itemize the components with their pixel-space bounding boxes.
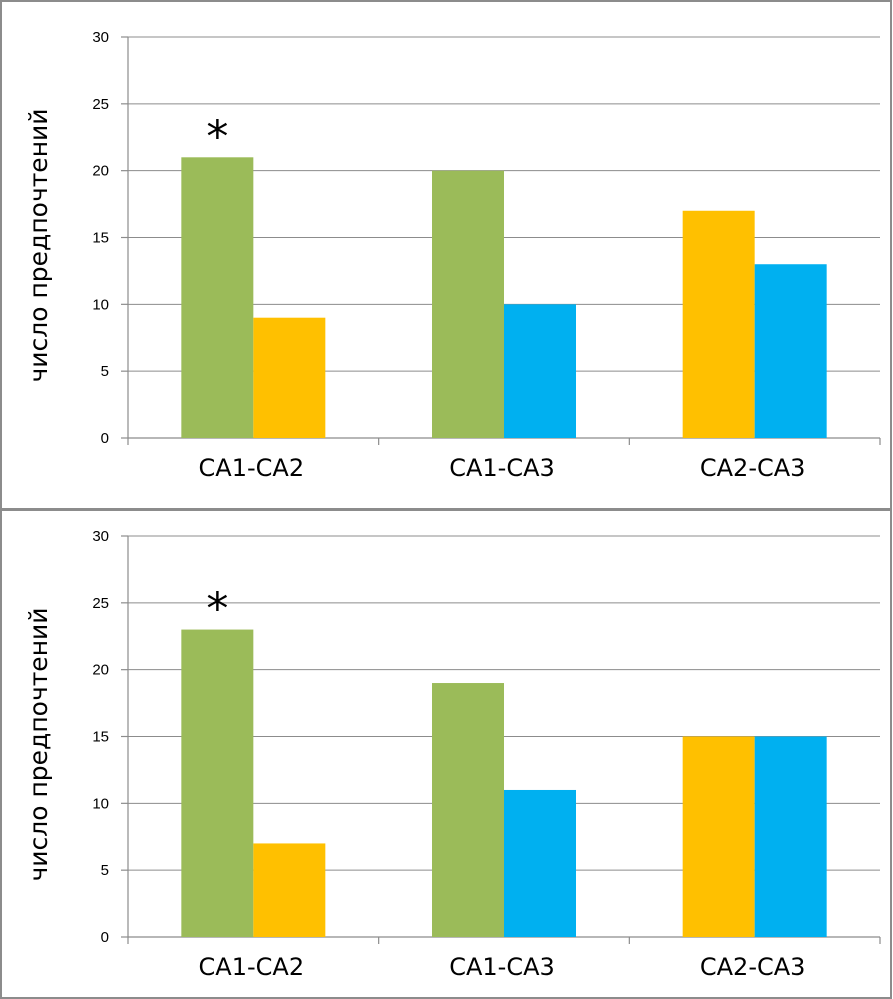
bar-CA1-CA2-CA1 — [181, 629, 254, 937]
bar-CA1-CA3-CA3 — [504, 304, 576, 438]
y-tick-label: 30 — [92, 528, 109, 545]
bar-CA1-CA2-CA2 — [253, 317, 326, 438]
chart-panel-1: 0 5 10 15 20 25 30 число предпочтений * CA1-CA2 CA… — [0, 0, 892, 510]
bar-CA2-CA3-CA3 — [754, 736, 827, 937]
y-tick-label: 25 — [92, 96, 109, 113]
y-tick-label: 10 — [92, 795, 109, 812]
x-tick-label: CA1-CA2 — [199, 953, 305, 981]
bar-CA1-CA2-CA1 — [181, 157, 254, 439]
x-tick-label: CA1-CA2 — [199, 454, 305, 482]
y-tick-label: 15 — [92, 230, 109, 247]
y-tick-label: 5 — [101, 363, 109, 380]
bar-CA2-CA3-CA2 — [682, 736, 755, 937]
bar-CA2-CA3-CA2 — [682, 210, 755, 438]
y-tick-label: 30 — [92, 29, 109, 46]
bar-CA1-CA3-CA1 — [432, 170, 504, 438]
y-tick-label: 10 — [92, 296, 109, 313]
chart-panel-2: 0 5 10 15 20 25 30 число предпочтений * CA1-CA2 CA… — [0, 509, 892, 999]
bar-CA1-CA2-CA2 — [253, 843, 326, 937]
significance-marker: * — [206, 584, 228, 635]
x-tick-label: CA1-CA3 — [449, 953, 555, 981]
bar-CA1-CA3-CA3 — [504, 789, 576, 937]
x-tick-label: CA1-CA3 — [449, 454, 555, 482]
y-tick-label: 20 — [92, 662, 109, 679]
y-tick-label: 25 — [92, 595, 109, 612]
y-tick-label: 20 — [92, 163, 109, 180]
y-axis-label: число предпочтений — [24, 108, 53, 382]
x-tick-label: CA2-CA3 — [700, 953, 806, 981]
y-tick-label: 15 — [92, 729, 109, 746]
y-tick-label: 0 — [101, 430, 109, 447]
significance-marker: * — [206, 111, 228, 162]
x-tick-label: CA2-CA3 — [700, 454, 806, 482]
y-tick-label: 5 — [101, 862, 109, 879]
y-axis-label: число предпочтений — [24, 607, 53, 881]
y-tick-label: 0 — [101, 929, 109, 946]
bar-CA1-CA3-CA1 — [432, 683, 504, 937]
bar-CA2-CA3-CA3 — [754, 264, 827, 438]
